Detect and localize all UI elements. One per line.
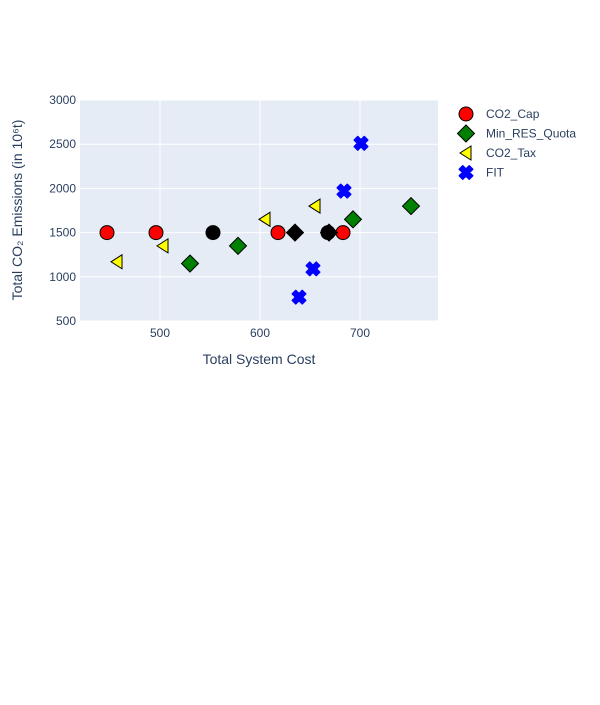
legend-label-co2-cap: CO2_Cap (486, 107, 540, 121)
data-point-fit (305, 261, 321, 277)
y-axis-title: Total CO₂ Emissions (in 10⁶t) (9, 120, 25, 301)
y-tick-label: 500 (56, 314, 76, 328)
y-tick-label: 3000 (49, 93, 76, 107)
legend-item-min-res-quota[interactable]: Min_RES_Quota (456, 124, 577, 143)
data-point-fit (291, 289, 307, 305)
plot-area (80, 100, 438, 321)
data-point-min-res-quota (343, 210, 363, 229)
x-tick-label: 700 (350, 326, 370, 340)
legend-marker-co2-tax (459, 145, 472, 161)
legend[interactable]: CO2_Cap Min_RES_Quota CO2_Tax FIT (456, 106, 577, 180)
grid-lines (80, 99, 438, 322)
highlighted-data-point (319, 223, 339, 242)
data-point-co2-tax (308, 198, 321, 214)
legend-marker-fit (458, 165, 474, 180)
tick-labels: 500 600 700 500 1000 1500 2000 2500 3000 (49, 93, 370, 340)
data-point-min-res-quota (228, 236, 248, 256)
y-tick-label: 1500 (49, 226, 76, 240)
data-point-co2-cap (148, 225, 164, 241)
data-point-fit (336, 183, 352, 199)
y-tick-label: 2500 (49, 137, 76, 151)
data-point-co2-tax (156, 237, 169, 254)
legend-item-co2-tax[interactable]: CO2_Tax (459, 145, 536, 161)
x-tick-label: 600 (250, 326, 270, 340)
y-tick-label: 1000 (49, 270, 76, 284)
legend-label-fit: FIT (486, 166, 505, 180)
data-point-co2-tax (258, 211, 271, 228)
y-tick-label: 2000 (49, 181, 76, 195)
data-markers (99, 135, 421, 305)
x-tick-label: 500 (150, 326, 170, 340)
data-point-co2-cap (270, 225, 286, 241)
data-point-min-res-quota (401, 196, 421, 216)
data-point-fit (353, 135, 369, 151)
legend-item-co2-cap[interactable]: CO2_Cap (458, 106, 540, 122)
legend-label-min-res-quota: Min_RES_Quota (486, 127, 576, 141)
highlighted-data-point (285, 223, 305, 242)
data-point-co2-tax (110, 253, 123, 270)
legend-item-fit[interactable]: FIT (458, 165, 505, 180)
data-point-min-res-quota (180, 254, 200, 273)
legend-marker-co2-cap (458, 106, 474, 122)
x-axis-title: Total System Cost (203, 351, 316, 367)
data-point-co2-cap (99, 225, 115, 241)
legend-marker-min-res-quota (456, 124, 476, 143)
highlighted-data-point (205, 225, 221, 241)
legend-label-co2-tax: CO2_Tax (486, 146, 536, 160)
